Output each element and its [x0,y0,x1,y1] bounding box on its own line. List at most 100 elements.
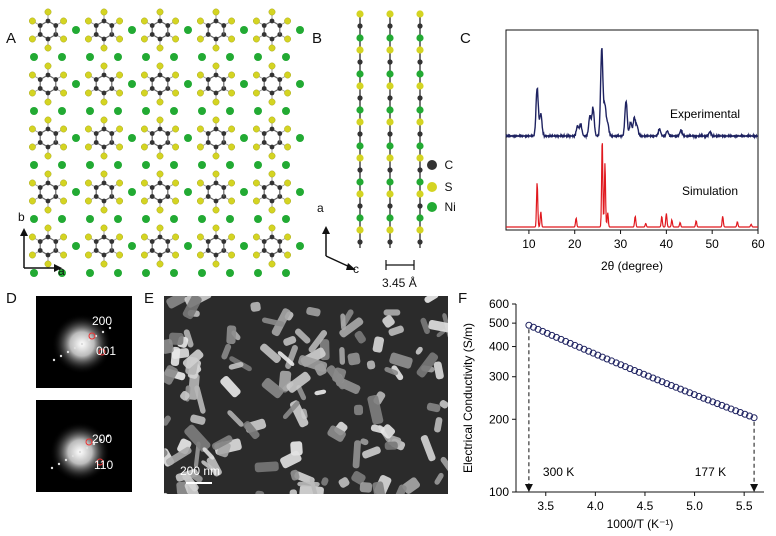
legend-ni: Ni [426,198,456,216]
stacked-layers [356,10,424,248]
xrd-x-tick-label: 40 [660,237,674,251]
cond-data-point [750,414,758,422]
cond-y-tick-label: 600 [489,297,509,311]
cond-y-tick-label: 300 [489,370,509,384]
cond-data-point [529,323,537,331]
spacing-bar [385,260,415,270]
cond-y-tick-label: 100 [489,485,509,499]
cond-x-tick-label: 3.5 [537,499,554,513]
cond-data-point [736,408,744,416]
cond-data-point [718,401,726,409]
cond-data-point [713,400,721,408]
cond-data-point [690,391,698,399]
cond-data-point [741,410,749,418]
cond-data-point [571,341,579,349]
axis-arrows-b [322,226,356,270]
panel-label-e: E [144,290,155,307]
cond-data-point [603,355,611,363]
panel-label-f: F [458,290,468,307]
xrd-x-tick-label: 20 [568,237,582,251]
xrd-legend-simulation: Simulation [682,184,738,198]
cond-data-point [598,353,606,361]
cond-data-point [677,385,685,393]
cond-y-tick-label: 400 [489,340,509,354]
cond-data-point [566,339,574,347]
cond-arrow [524,484,533,492]
cond-data-point [594,351,602,359]
cond-data-point [663,380,671,388]
cond-data-point [631,366,639,374]
cond-data-point [727,405,735,413]
cond-data-point [654,376,662,384]
cond-x-tick-label: 4.5 [637,499,654,513]
cond-data-point [658,378,666,386]
xrd-x-label: 2θ (degree) [601,259,663,273]
cond-data-point [612,359,620,367]
cond-y-tick-label: 500 [489,316,509,330]
xrd-series-experimental [505,48,759,140]
xrd-x-tick-label: 10 [522,237,536,251]
legend-s-label: S [444,180,453,194]
saed-bottom-label-110: 110 [94,458,114,472]
sem-image: 200 nm [164,296,448,494]
cond-data-point [635,368,643,376]
conductivity-chart: 100 200 300 400 500 600 3.5 4.0 4.5 5.0 5.5 1000/T … [461,297,764,531]
cond-data-point [732,407,740,415]
cond-data-point [695,392,703,400]
cond-data-point [640,370,648,378]
xrd-frame [505,29,759,231]
cond-data-point [562,337,570,345]
axis-c-label: c [353,262,359,276]
panel-label-c: C [460,30,471,47]
cond-x-tick-label: 5.0 [686,499,703,513]
xrd-series-simulation [506,143,758,228]
axis-a-label-b: a [317,201,324,215]
cond-data-point [667,381,675,389]
cond-data-point [548,331,556,339]
cond-data-point [525,321,533,329]
atom-s-swatch [427,181,437,192]
cond-data-point [621,363,629,371]
cond-data-point [700,394,708,402]
xrd-chart: 10 20 30 40 50 60 2θ (degree) Experimental Simul… [505,29,765,273]
cond-data-point [672,383,680,391]
cond-data-point [681,387,689,395]
cond-data-point [745,412,753,420]
cond-arrow [750,484,759,492]
cond-data-point [709,398,717,406]
cond-data-point [589,349,597,357]
cond-x-tick-label: 5.5 [736,499,753,513]
cond-data-point [686,389,694,397]
cond-data-point [617,361,625,369]
cond-data-point [585,347,593,355]
saed-bottom: 200 110 [36,400,132,492]
cond-data-point [644,372,652,380]
xrd-x-tick-label: 50 [706,237,720,251]
cond-data-point [723,403,731,411]
xrd-legend-experimental: Experimental [670,107,740,121]
cond-x-label: 1000/T (K⁻¹) [607,517,674,531]
xrd-x-tick-label: 30 [614,237,628,251]
xrd-x-tick-label: 60 [751,237,765,251]
cond-data-point [539,327,547,335]
ni-bht-lattice [29,8,304,277]
legend-ni-label: Ni [444,200,456,214]
legend-s: S [426,178,452,196]
cond-data-point [575,343,583,351]
cond-data-point [704,396,712,404]
cond-data-point [557,335,565,343]
legend-c-label: C [444,158,454,172]
atom-ni-swatch [427,201,437,212]
cond-annotation: 177 K [695,465,726,479]
cond-data-point [552,333,560,341]
cond-x-tick-label: 4.0 [587,499,604,513]
cond-data-point [580,345,588,353]
axis-arrows-a [20,228,62,272]
panel-label-d: D [6,290,17,307]
atom-c-swatch [427,159,437,170]
spacing-label: 3.45 Å [382,276,417,290]
cond-annotation: 300 K [543,465,574,479]
scale-bar [186,482,212,484]
saed-top-label-001: 001 [96,344,117,358]
cond-data-point [608,357,616,365]
